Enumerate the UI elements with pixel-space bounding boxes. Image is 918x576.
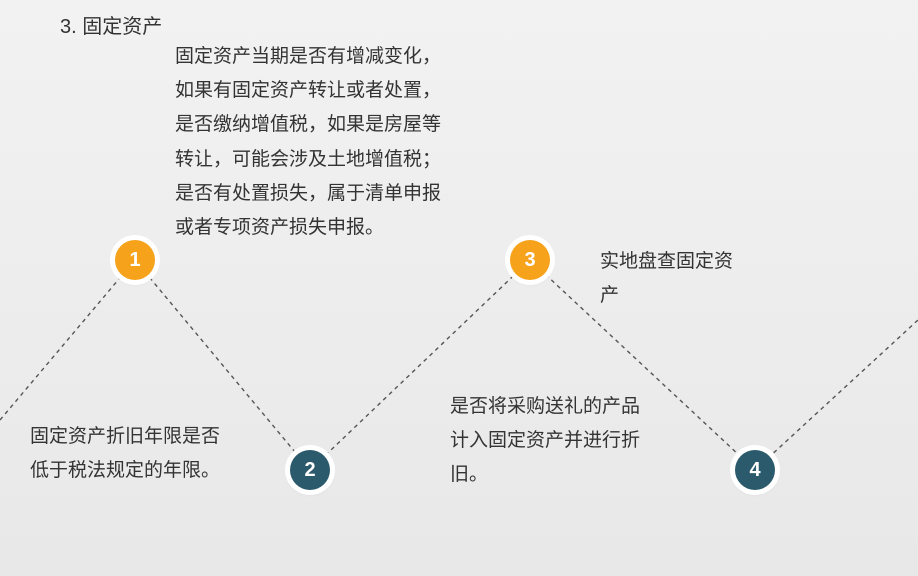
section-heading: 3. 固定资产 bbox=[60, 10, 162, 39]
node-1: 1 bbox=[115, 240, 155, 280]
node-text-4: 是否将采购送礼的产品计入固定资产并进行折旧。 bbox=[450, 390, 650, 493]
node-text-1: 固定资产当期是否有增减变化，如果有固定资产转让或者处置，是否缴纳增值税，如果是房… bbox=[175, 40, 455, 245]
node-text-3: 实地盘查固定资产 bbox=[600, 245, 750, 313]
node-2: 2 bbox=[290, 450, 330, 490]
node-3: 3 bbox=[510, 240, 550, 280]
node-text-2: 固定资产折旧年限是否低于税法规定的年限。 bbox=[30, 420, 230, 488]
node-4: 4 bbox=[735, 450, 775, 490]
